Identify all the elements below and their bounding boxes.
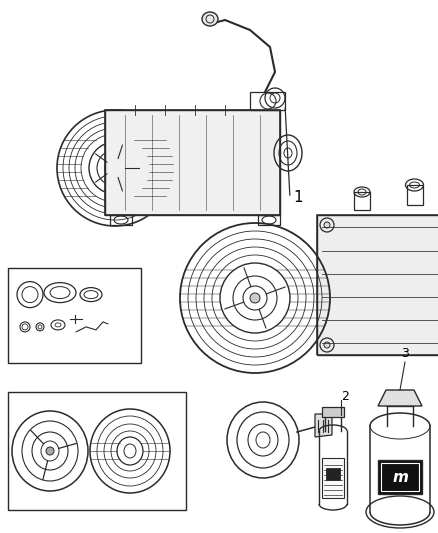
- Text: m: m: [392, 470, 408, 484]
- Bar: [8, 268, 141, 363]
- Ellipse shape: [46, 447, 54, 455]
- Polygon shape: [317, 215, 438, 355]
- Bar: [250, 92, 285, 110]
- Bar: [8, 392, 186, 510]
- Bar: [105, 110, 280, 215]
- Bar: [317, 215, 438, 355]
- Ellipse shape: [202, 12, 218, 26]
- Bar: [322, 458, 344, 498]
- Ellipse shape: [110, 163, 120, 173]
- Ellipse shape: [250, 293, 260, 303]
- Polygon shape: [315, 414, 332, 437]
- Bar: [258, 215, 280, 225]
- Bar: [378, 460, 422, 494]
- Polygon shape: [378, 390, 422, 406]
- Bar: [322, 407, 344, 417]
- Bar: [110, 215, 132, 225]
- Bar: [406, 185, 423, 205]
- Text: 1: 1: [293, 190, 303, 206]
- Text: 2: 2: [341, 391, 349, 403]
- Bar: [381, 463, 419, 491]
- Ellipse shape: [324, 342, 330, 348]
- Text: 3: 3: [401, 347, 409, 360]
- Polygon shape: [105, 110, 280, 215]
- Ellipse shape: [324, 222, 330, 228]
- Bar: [354, 192, 370, 210]
- Bar: [326, 468, 340, 480]
